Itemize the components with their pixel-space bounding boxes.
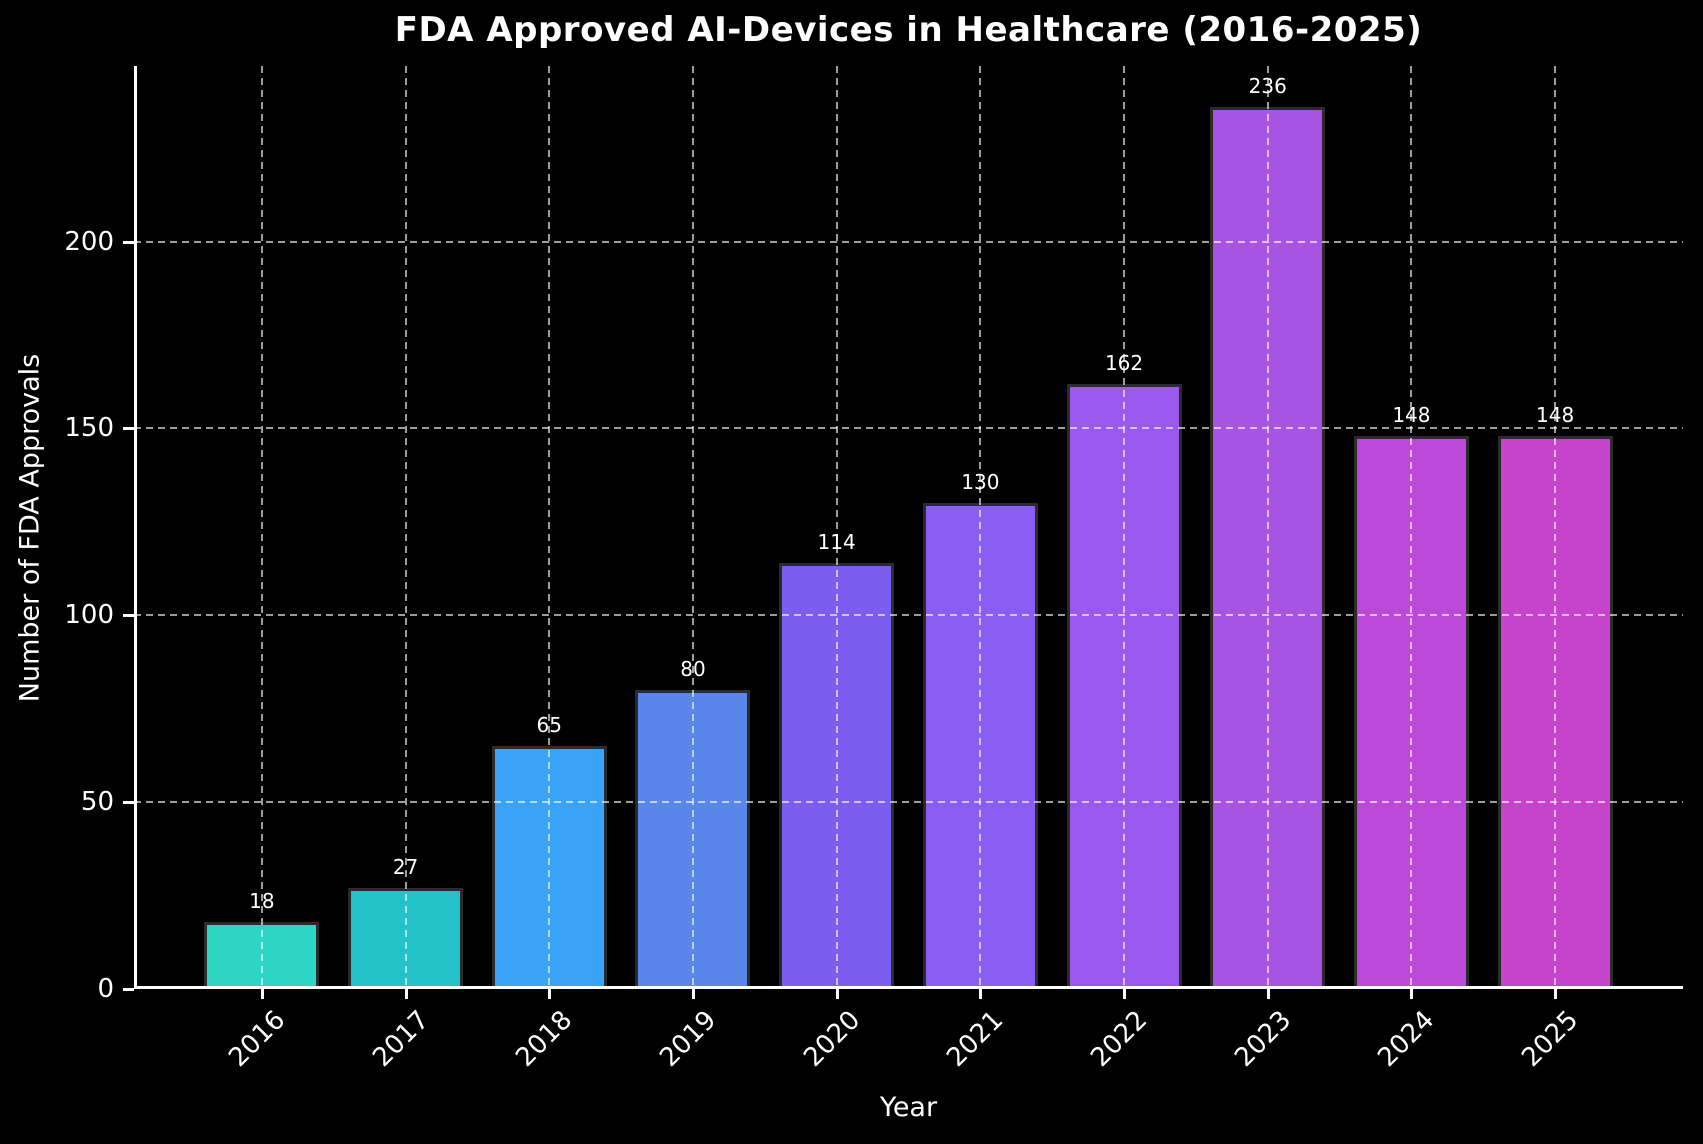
x-tick-label-2024: 2024 xyxy=(1372,1005,1441,1074)
horizontal-gridline xyxy=(134,427,1683,430)
y-tick-mark xyxy=(123,614,134,618)
y-tick-label: 200 xyxy=(64,226,114,257)
vertical-gridline xyxy=(979,66,982,989)
x-tick-label-2017: 2017 xyxy=(366,1005,435,1074)
bar-value-label: 236 xyxy=(1248,74,1287,99)
x-axis-label: Year xyxy=(879,1092,938,1123)
y-tick-mark xyxy=(123,427,134,431)
y-tick-mark xyxy=(123,988,134,991)
y-axis-label: Number of FDA Approvals xyxy=(14,353,46,702)
y-tick-mark xyxy=(123,801,134,805)
vertical-gridline xyxy=(1123,66,1126,989)
x-tick-mark xyxy=(1554,989,1558,999)
x-tick-label-2016: 2016 xyxy=(223,1005,292,1074)
horizontal-gridline xyxy=(134,614,1683,617)
x-tick-mark xyxy=(548,989,552,999)
y-axis-spine xyxy=(134,66,137,989)
x-tick-label-2023: 2023 xyxy=(1228,1005,1297,1074)
vertical-gridline xyxy=(835,66,838,989)
x-tick-label-2025: 2025 xyxy=(1516,1005,1585,1074)
bar-value-label: 130 xyxy=(961,470,1000,495)
x-tick-mark xyxy=(404,989,408,999)
vertical-gridline xyxy=(260,66,263,989)
vertical-gridline xyxy=(404,66,407,989)
y-tick-label: 100 xyxy=(64,600,114,631)
x-tick-mark xyxy=(1410,989,1414,999)
x-tick-label-2022: 2022 xyxy=(1085,1005,1154,1074)
y-tick-label: 50 xyxy=(80,787,114,818)
bar-value-label: 80 xyxy=(680,657,706,682)
vertical-gridline xyxy=(1554,66,1557,989)
horizontal-gridline xyxy=(134,240,1683,243)
y-tick-label: 150 xyxy=(64,413,114,444)
vertical-gridline xyxy=(548,66,551,989)
chart-title: FDA Approved AI-Devices in Healthcare (2… xyxy=(394,10,1423,50)
x-tick-mark xyxy=(691,989,695,999)
bar-value-label: 114 xyxy=(817,530,856,554)
bar-value-label: 65 xyxy=(536,713,562,738)
bar-value-label: 18 xyxy=(249,888,275,913)
y-tick-label: 0 xyxy=(97,974,114,1004)
x-tick-label-2018: 2018 xyxy=(510,1005,579,1074)
y-tick-mark xyxy=(123,240,134,244)
bar-value-label: 162 xyxy=(1104,350,1144,375)
vertical-gridline xyxy=(691,66,694,989)
bar-value-label: 148 xyxy=(1536,402,1575,427)
x-tick-mark xyxy=(835,989,839,999)
x-axis-spine xyxy=(134,986,1683,989)
x-tick-mark xyxy=(260,989,264,999)
x-tick-mark xyxy=(1123,989,1127,999)
x-tick-mark xyxy=(1266,989,1270,999)
vertical-gridline xyxy=(1410,66,1413,989)
plot-area xyxy=(134,66,1683,989)
vertical-gridline xyxy=(1266,66,1269,989)
bar-value-label: 148 xyxy=(1392,402,1431,427)
x-tick-label-2020: 2020 xyxy=(797,1005,866,1074)
bar-value-label: 27 xyxy=(392,855,419,880)
x-tick-label-2019: 2019 xyxy=(654,1005,723,1074)
x-tick-mark xyxy=(979,989,983,999)
horizontal-gridline xyxy=(134,801,1683,804)
x-tick-label-2021: 2021 xyxy=(941,1005,1010,1074)
